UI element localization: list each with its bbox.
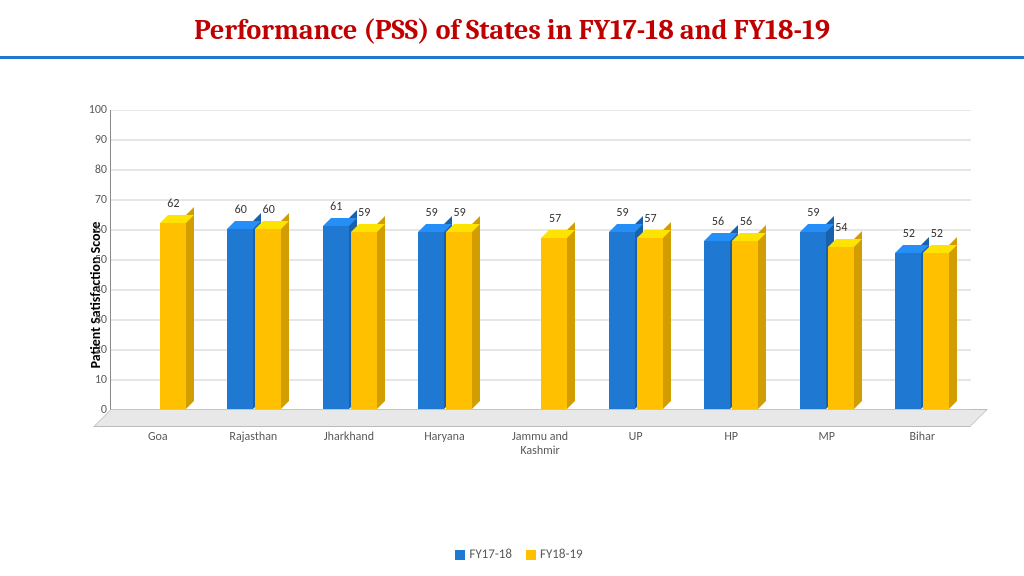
plot-area: 62606061595959575957565659545252 0102030… — [110, 110, 970, 410]
bar: 59 — [418, 232, 444, 409]
bar-value: 59 — [807, 206, 819, 220]
bar: 59 — [351, 232, 377, 409]
bar-value: 57 — [549, 212, 561, 226]
bar: 59 — [800, 232, 826, 409]
y-tick: 50 — [81, 253, 107, 267]
y-tick: 90 — [81, 133, 107, 147]
x-tick-label: UP — [588, 430, 684, 458]
y-tick: 80 — [81, 163, 107, 177]
legend-swatch — [455, 550, 465, 560]
x-tick-label: Jharkhand — [301, 430, 397, 458]
bar-value: 52 — [903, 227, 915, 241]
y-tick: 60 — [81, 223, 107, 237]
bar: 60 — [255, 229, 281, 409]
bar-value: 59 — [616, 206, 628, 220]
bar-group: 57 — [493, 110, 588, 409]
bar-value: 59 — [454, 206, 466, 220]
x-tick-label: Haryana — [397, 430, 493, 458]
y-tick: 40 — [81, 283, 107, 297]
page-title: Performance (PSS) of States in FY17-18 a… — [0, 0, 1024, 56]
title-underline — [0, 56, 1024, 59]
y-tick: 10 — [81, 373, 107, 387]
bar-value: 57 — [644, 212, 656, 226]
x-tick-label: Jammu and Kashmir — [492, 430, 588, 458]
bar: 54 — [828, 247, 854, 409]
bar: 52 — [923, 253, 949, 409]
bar-groups: 62606061595959575957565659545252 — [111, 110, 970, 409]
bar-value: 52 — [931, 227, 943, 241]
bar-value: 60 — [235, 203, 247, 217]
bar-group: 5954 — [779, 110, 874, 409]
y-tick: 20 — [81, 343, 107, 357]
x-tick-label: MP — [779, 430, 875, 458]
bar-value: 60 — [263, 203, 275, 217]
x-tick-label: Goa — [110, 430, 206, 458]
y-tick: 100 — [81, 103, 107, 117]
bar: 62 — [160, 223, 186, 409]
bar-value: 59 — [426, 206, 438, 220]
bar-group: 6159 — [302, 110, 397, 409]
legend: FY17-18 FY18-19 — [0, 547, 1024, 562]
bar-value: 56 — [740, 215, 752, 229]
bar: 56 — [732, 241, 758, 409]
bar: 56 — [704, 241, 730, 409]
bar-value: 54 — [835, 221, 847, 235]
y-tick: 0 — [81, 403, 107, 417]
bar-value: 56 — [712, 215, 724, 229]
bar-group: 6060 — [206, 110, 301, 409]
bar-group: 5957 — [588, 110, 683, 409]
bar-group: 5656 — [684, 110, 779, 409]
y-tick: 30 — [81, 313, 107, 327]
bar: 59 — [609, 232, 635, 409]
bar: 52 — [895, 253, 921, 409]
x-tick-label: HP — [683, 430, 779, 458]
legend-label: FY17-18 — [469, 547, 512, 562]
bar: 57 — [637, 238, 663, 409]
bar: 61 — [323, 226, 349, 409]
x-tick-label: Bihar — [875, 430, 971, 458]
chart-floor — [93, 409, 988, 427]
bar-group: 5959 — [397, 110, 492, 409]
bar-value: 61 — [330, 200, 342, 214]
bar-value: 62 — [167, 197, 179, 211]
bar: 59 — [446, 232, 472, 409]
bar: 57 — [541, 238, 567, 409]
pss-chart: Patient Satisfaction Score 6260606159595… — [70, 110, 970, 480]
bar-value: 59 — [358, 206, 370, 220]
bar-group: 62 — [111, 110, 206, 409]
bar: 60 — [227, 229, 253, 409]
legend-swatch — [526, 550, 536, 560]
legend-label: FY18-19 — [540, 547, 583, 562]
x-tick-label: Rajasthan — [206, 430, 302, 458]
bar-group: 5252 — [875, 110, 970, 409]
x-axis-labels: GoaRajasthanJharkhandHaryanaJammu and Ka… — [110, 430, 970, 458]
y-tick: 70 — [81, 193, 107, 207]
